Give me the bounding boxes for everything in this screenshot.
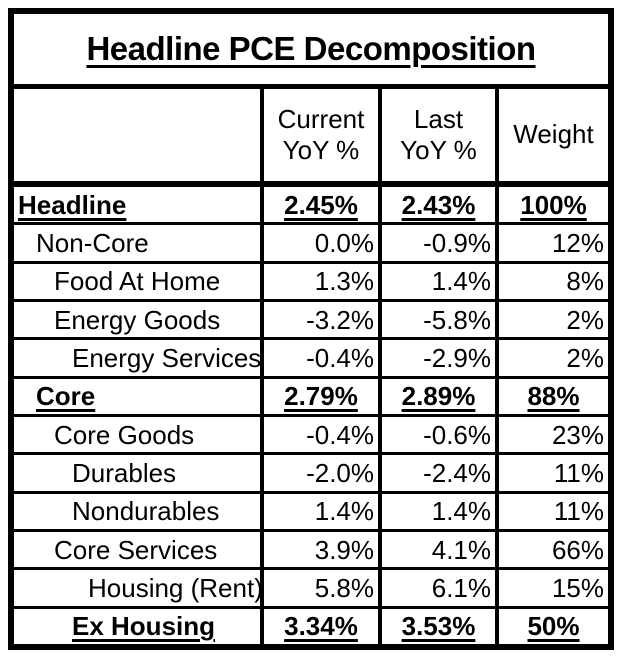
weight-value: 15% <box>495 570 608 606</box>
current-yoy-value: 2.79% <box>260 378 378 414</box>
row-label: Non-Core <box>36 227 149 258</box>
current-yoy-value: -0.4% <box>260 416 378 453</box>
current-yoy-value: -0.4% <box>260 340 378 376</box>
row-label: Energy Goods <box>54 304 221 335</box>
current-yoy-value: 2.45% <box>260 187 378 223</box>
header-current-yoy: Current YoY % <box>260 89 378 181</box>
column-header-row: Current YoY % Last YoY % Weight <box>14 89 608 187</box>
weight-value: 11% <box>495 493 608 529</box>
table-row-energy-services: Energy Services -0.4% -2.9% 2% <box>14 340 608 379</box>
weight-value: 100% <box>495 187 608 223</box>
last-yoy-value: 4.1% <box>378 531 495 568</box>
row-label: Core Services <box>54 534 218 565</box>
current-yoy-value: 1.4% <box>260 493 378 529</box>
table-row-ex-housing: Ex Housing 3.34% 3.53% 50% <box>14 608 608 644</box>
row-label: Core <box>36 381 96 412</box>
weight-value: 88% <box>495 378 608 414</box>
row-label: Housing (Rent) <box>88 572 263 603</box>
header-last-yoy: Last YoY % <box>378 89 495 181</box>
row-label: Nondurables <box>72 496 220 527</box>
table-row-housing-rent: Housing (Rent) 5.8% 6.1% 15% <box>14 570 608 609</box>
table-row-durables: Durables -2.0% -2.4% 11% <box>14 455 608 494</box>
table-title-block: Headline PCE Decomposition <box>14 14 608 89</box>
row-label: Energy Services <box>72 342 262 373</box>
current-yoy-value: 0.0% <box>260 225 378 261</box>
table-row-headline: Headline 2.45% 2.43% 100% <box>14 187 608 226</box>
header-label-cell <box>14 89 260 181</box>
table-row-nondurables: Nondurables 1.4% 1.4% 11% <box>14 493 608 532</box>
weight-value: 2% <box>495 340 608 376</box>
weight-value: 2% <box>495 301 608 338</box>
row-label: Durables <box>72 457 177 488</box>
weight-value: 66% <box>495 531 608 568</box>
last-yoy-value: -5.8% <box>378 301 495 338</box>
last-yoy-value: -2.9% <box>378 340 495 376</box>
weight-value: 12% <box>495 225 608 261</box>
last-yoy-value: 3.53% <box>378 608 495 644</box>
last-yoy-value: 2.89% <box>378 378 495 414</box>
current-yoy-value: -2.0% <box>260 455 378 491</box>
weight-value: 11% <box>495 455 608 491</box>
last-yoy-value: 1.4% <box>378 263 495 299</box>
row-label: Food At Home <box>54 266 221 297</box>
table-row-non-core: Non-Core 0.0% -0.9% 12% <box>14 225 608 264</box>
last-yoy-value: -2.4% <box>378 455 495 491</box>
current-yoy-value: -3.2% <box>260 301 378 338</box>
last-yoy-value: -0.6% <box>378 416 495 453</box>
pce-decomposition-table: Headline PCE Decomposition Current YoY %… <box>8 8 614 650</box>
current-yoy-value: 3.34% <box>260 608 378 644</box>
current-yoy-value: 3.9% <box>260 531 378 568</box>
current-yoy-value: 1.3% <box>260 263 378 299</box>
row-label: Core Goods <box>54 419 195 450</box>
weight-value: 23% <box>495 416 608 453</box>
last-yoy-value: 2.43% <box>378 187 495 223</box>
table-row-core: Core 2.79% 2.89% 88% <box>14 378 608 417</box>
last-yoy-value: -0.9% <box>378 225 495 261</box>
weight-value: 8% <box>495 263 608 299</box>
table-row-food-at-home: Food At Home 1.3% 1.4% 8% <box>14 263 608 302</box>
table-row-core-services: Core Services 3.9% 4.1% 66% <box>14 531 608 571</box>
table-row-core-goods: Core Goods -0.4% -0.6% 23% <box>14 416 608 456</box>
row-label: Headline <box>18 189 127 220</box>
last-yoy-value: 6.1% <box>378 570 495 606</box>
last-yoy-value: 1.4% <box>378 493 495 529</box>
weight-value: 50% <box>495 608 608 644</box>
table-row-energy-goods: Energy Goods -3.2% -5.8% 2% <box>14 301 608 341</box>
row-label: Ex Housing <box>72 611 216 642</box>
table-body: Headline 2.45% 2.43% 100% Non-Core 0.0% … <box>14 187 608 644</box>
table-title: Headline PCE Decomposition <box>86 30 536 67</box>
header-weight: Weight <box>495 89 608 181</box>
current-yoy-value: 5.8% <box>260 570 378 606</box>
